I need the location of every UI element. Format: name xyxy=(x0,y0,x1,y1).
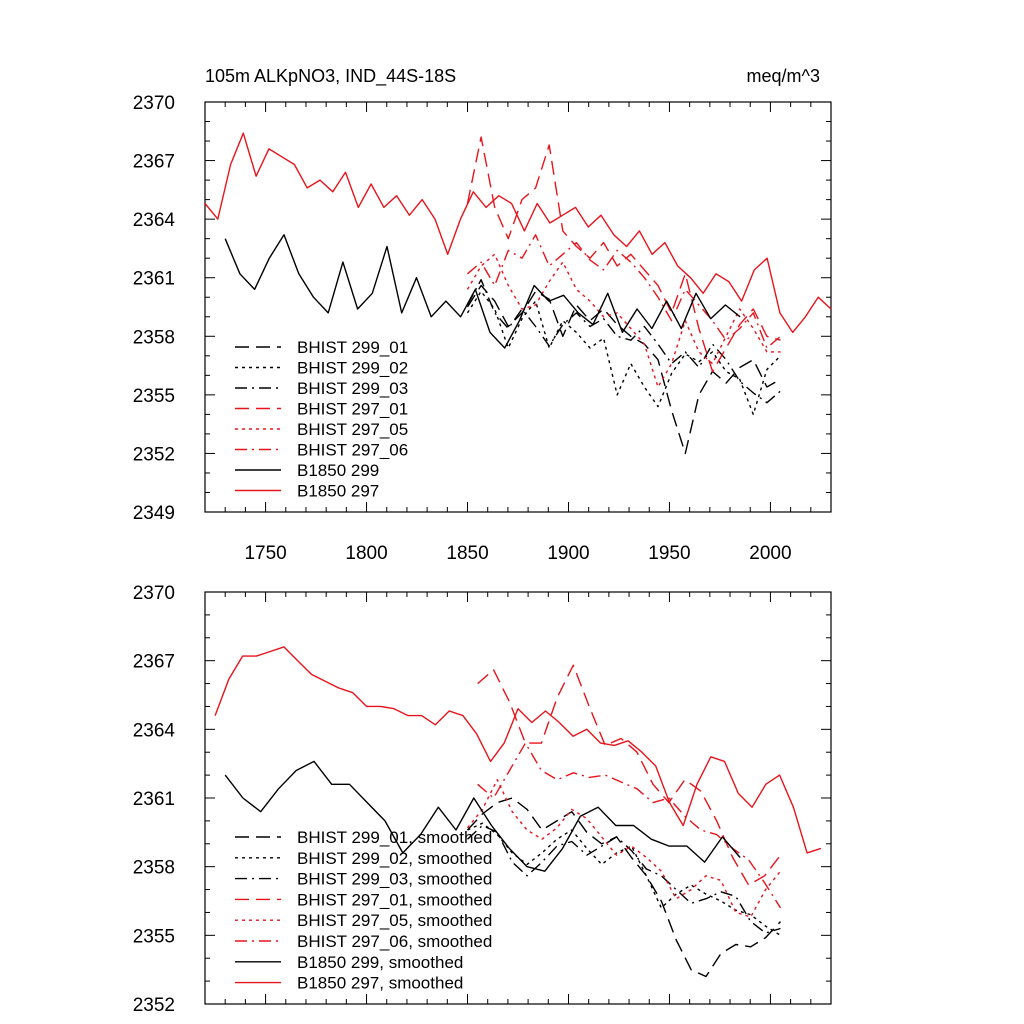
x-tick-label: 1950 xyxy=(648,543,690,564)
legend-label: BHIST 299_02 xyxy=(297,359,408,378)
legend-label: B1850 297 xyxy=(297,482,379,501)
legend-label: B1850 297, smoothed xyxy=(297,974,463,993)
legend-label: BHIST 299_02, smoothed xyxy=(297,849,492,868)
legend-label: BHIST 299_01 xyxy=(297,338,408,357)
series-line xyxy=(466,779,782,918)
y-tick-label: 2370 xyxy=(133,583,175,604)
y-tick-label: 2355 xyxy=(133,926,175,947)
series-line xyxy=(467,824,781,934)
legend-label: BHIST 299_03, smoothed xyxy=(297,870,492,889)
series-line xyxy=(466,797,782,978)
bottom-panel: 2352 2355 2358 2361 2364 2367 2370 BHIST 299_01… xyxy=(133,583,832,1016)
x-tick-label: 2000 xyxy=(749,543,791,564)
series-line xyxy=(224,760,741,872)
series-line xyxy=(466,290,781,416)
series-line xyxy=(204,132,832,334)
y-tick-label: 2364 xyxy=(133,210,176,231)
y-tick-label: 2358 xyxy=(133,858,175,879)
y-tick-label: 2364 xyxy=(133,720,176,741)
series-line xyxy=(467,822,781,936)
y-tick-label: 2352 xyxy=(133,995,175,1016)
y-tick-label: 2367 xyxy=(133,652,175,673)
series-line xyxy=(214,646,822,854)
y-tick-label: 2361 xyxy=(133,789,175,810)
series-line xyxy=(466,136,781,373)
series-line xyxy=(467,234,781,349)
y-tick-label: 2367 xyxy=(133,152,175,173)
legend-label: BHIST 299_03 xyxy=(297,379,408,398)
y-tick-label: 2349 xyxy=(133,503,175,524)
legend-label: BHIST 297_01 xyxy=(297,400,408,419)
plot-frame xyxy=(204,101,832,513)
legend-label: BHIST 297_05, smoothed xyxy=(297,911,492,930)
series-line xyxy=(477,664,782,886)
legend-label: BHIST 297_06 xyxy=(297,441,408,460)
legend-label: B1850 299, smoothed xyxy=(297,953,463,972)
series-line xyxy=(224,234,741,349)
y-tick-label: 2352 xyxy=(133,444,175,465)
legend-label: BHIST 299_01, smoothed xyxy=(297,828,492,847)
top-panel: 105m ALKpNO3, IND_44S-18S meq/m^3 234923… xyxy=(133,66,832,564)
legend-label: BHIST 297_06, smoothed xyxy=(297,932,492,951)
x-tick-label: 1750 xyxy=(244,543,286,564)
x-tick-label: 1800 xyxy=(345,543,387,564)
x-tick-label: 1900 xyxy=(547,543,589,564)
x-tick-label: 1850 xyxy=(446,543,488,564)
y-tick-label: 2358 xyxy=(133,327,175,348)
legend-label: BHIST 297_05 xyxy=(297,420,408,439)
y-tick-label: 2355 xyxy=(133,386,175,407)
y-tick-label: 2370 xyxy=(133,93,175,114)
legend-label: B1850 299 xyxy=(297,461,379,480)
legend-label: BHIST 297_01, smoothed xyxy=(297,890,492,909)
top-panel-title: 105m ALKpNO3, IND_44S-18S xyxy=(205,66,456,87)
series-line xyxy=(466,253,781,388)
bottom-plot-area: 2352 2355 2358 2361 2364 2367 2370 BHIST 299_01… xyxy=(133,583,832,1016)
top-plot-area: 2349 2352 2355 2358 2361 2364 2367 2370 1750 1800… xyxy=(133,93,832,564)
y-tick-label: 2361 xyxy=(133,269,175,290)
top-panel-units: meq/m^3 xyxy=(747,66,820,86)
series-line xyxy=(466,279,781,404)
